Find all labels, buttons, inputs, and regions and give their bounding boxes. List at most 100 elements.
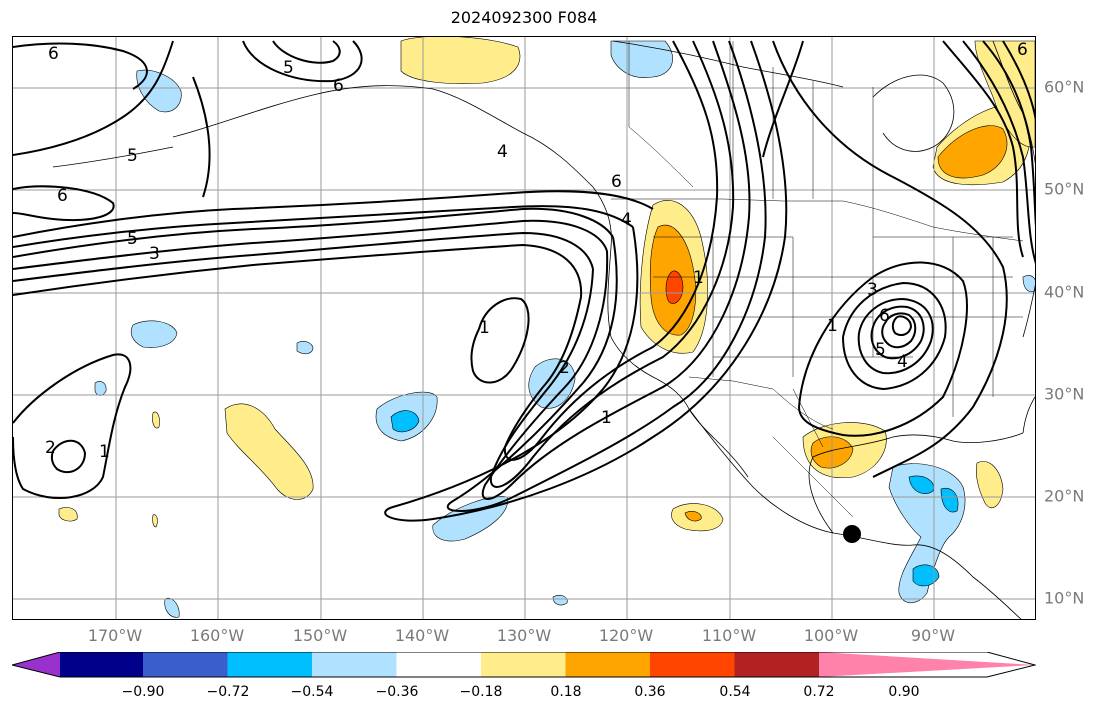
border-states-2 (873, 236, 1023, 417)
contour-label: 4 (497, 142, 508, 162)
contour-label: 5 (127, 229, 138, 249)
contour-label: 6 (611, 172, 622, 192)
contour-low-east-5 (881, 312, 917, 349)
contour-low-east-3 (857, 297, 934, 375)
colorbar-segment (312, 652, 397, 677)
colorbar-extend-low (12, 652, 60, 677)
shade-blue-small-5 (1022, 275, 1035, 292)
contour-east-trough-2 (962, 40, 1035, 264)
shade-yellow-small-1 (152, 411, 160, 429)
contour-label: 1 (827, 316, 838, 336)
colorbar-extend-high (819, 652, 1035, 677)
contour-label: 5 (283, 58, 294, 78)
lat-label: 20°N (1044, 486, 1085, 506)
colorbar-segment (396, 652, 482, 677)
contour-label: 1 (479, 318, 490, 338)
shade-blue-small-2 (94, 381, 107, 396)
contour-label: 6 (57, 186, 68, 206)
border-alaska-canada (628, 41, 694, 188)
shade-cyan-west-central (390, 410, 420, 433)
contour-lines (13, 40, 1035, 522)
coast-gulf (808, 432, 1024, 534)
contour-east-trough-3 (982, 40, 1035, 228)
lon-label: 160°W (189, 626, 245, 645)
colorbar-tick-label: −0.18 (459, 684, 503, 700)
border-us-mexico (688, 376, 834, 430)
contour-3-west-band (13, 219, 608, 270)
shade-cyan-caribbean-3 (912, 564, 940, 587)
lon-label: 120°W (598, 626, 654, 645)
coast-alaska-south (172, 85, 594, 188)
colorbar-tick-label: −0.36 (375, 684, 419, 700)
shade-blue-alaska-south (610, 40, 673, 78)
contour-2-west-band (13, 231, 594, 282)
lon-label: 100°W (803, 626, 859, 645)
contour-label: 2 (559, 358, 570, 378)
coastlines (52, 40, 1035, 619)
lat-label: 30°N (1044, 384, 1085, 404)
colorbar-tick-label: −0.90 (121, 684, 165, 700)
contour-trough-west-2 (489, 40, 735, 488)
shade-orange-hudson (937, 125, 1008, 179)
contour-label: 6 (1017, 40, 1028, 60)
contour-ridge-east-1 (762, 40, 804, 158)
colorbar-segment (734, 652, 820, 677)
contour-label-group: 6 5 6 5 6 5 3 6 4 4 1 2 1 1 2 1 1 3 5 4 … (45, 40, 1028, 462)
shade-yellow-florida (975, 461, 1004, 509)
contour-low-east-2 (842, 281, 947, 391)
colorbar-tick-label: 0.90 (888, 684, 920, 700)
colorbar-tick-label: 0.72 (803, 684, 835, 700)
lon-label: 110°W (701, 626, 757, 645)
shade-blue-small-1 (296, 341, 314, 355)
colorbar (12, 652, 1036, 678)
shade-blue-small-3 (164, 597, 180, 618)
coast-california (610, 336, 690, 410)
shade-cyan-caribbean-1 (908, 475, 934, 494)
contour-label: 3 (867, 280, 878, 300)
colorbar-segment (143, 652, 228, 677)
lon-label: 140°W (394, 626, 450, 645)
contour-label: 3 (149, 244, 160, 264)
contour-4-west-band (13, 207, 614, 258)
coast-east (1022, 284, 1035, 338)
shade-yellow-small-2 (58, 507, 78, 522)
contour-6-west-low (13, 185, 115, 221)
contour-2-west-low-inner (50, 439, 87, 474)
contour-trough-west-3 (481, 40, 751, 500)
coast-arctic (612, 40, 844, 88)
coast-baja-inner (688, 408, 749, 478)
lon-label: 90°W (910, 626, 956, 645)
colorbar-segment (481, 652, 566, 677)
contour-label: 5 (875, 340, 886, 360)
lat-label: 40°N (1044, 282, 1085, 302)
contour-6-northwest (13, 42, 148, 90)
map-panel: 6 5 6 5 6 5 3 6 4 4 1 2 1 1 2 1 1 3 5 4 … (12, 36, 1036, 620)
colorbar-segment (565, 652, 651, 677)
lat-label: 50°N (1044, 179, 1085, 199)
contour-label: 6 (879, 306, 890, 326)
coast-aleutians (52, 146, 174, 168)
contour-east-trough-4 (1002, 40, 1035, 122)
contour-low-east-1 (798, 261, 968, 437)
coast-florida (1022, 396, 1035, 434)
contour-5-west-band (13, 190, 654, 238)
contour-trough-west-1 (503, 40, 719, 461)
shade-yellow-north-pacific (400, 37, 521, 84)
contour-label: 1 (601, 408, 612, 428)
lat-label: 60°N (1044, 77, 1085, 97)
map-title: 2024092300 F084 (450, 8, 598, 27)
border-mexico-states (772, 388, 854, 518)
contour-trough-west-5 (384, 40, 788, 522)
political-boundaries (611, 41, 1024, 518)
contour-east-trough-1 (942, 40, 1024, 258)
contour-low-east-4 (870, 305, 925, 360)
lon-label: 170°W (87, 626, 143, 645)
contour-low-east-6 (891, 315, 913, 336)
border-us-canada (611, 198, 1024, 242)
contour-label: 6 (333, 76, 344, 96)
lon-label: 150°W (292, 626, 348, 645)
contour-trough-west-4 (446, 40, 767, 512)
contour-6-alaska-low (272, 40, 341, 64)
contour-east-outer (772, 40, 1008, 478)
lat-label: 10°N (1044, 588, 1085, 608)
